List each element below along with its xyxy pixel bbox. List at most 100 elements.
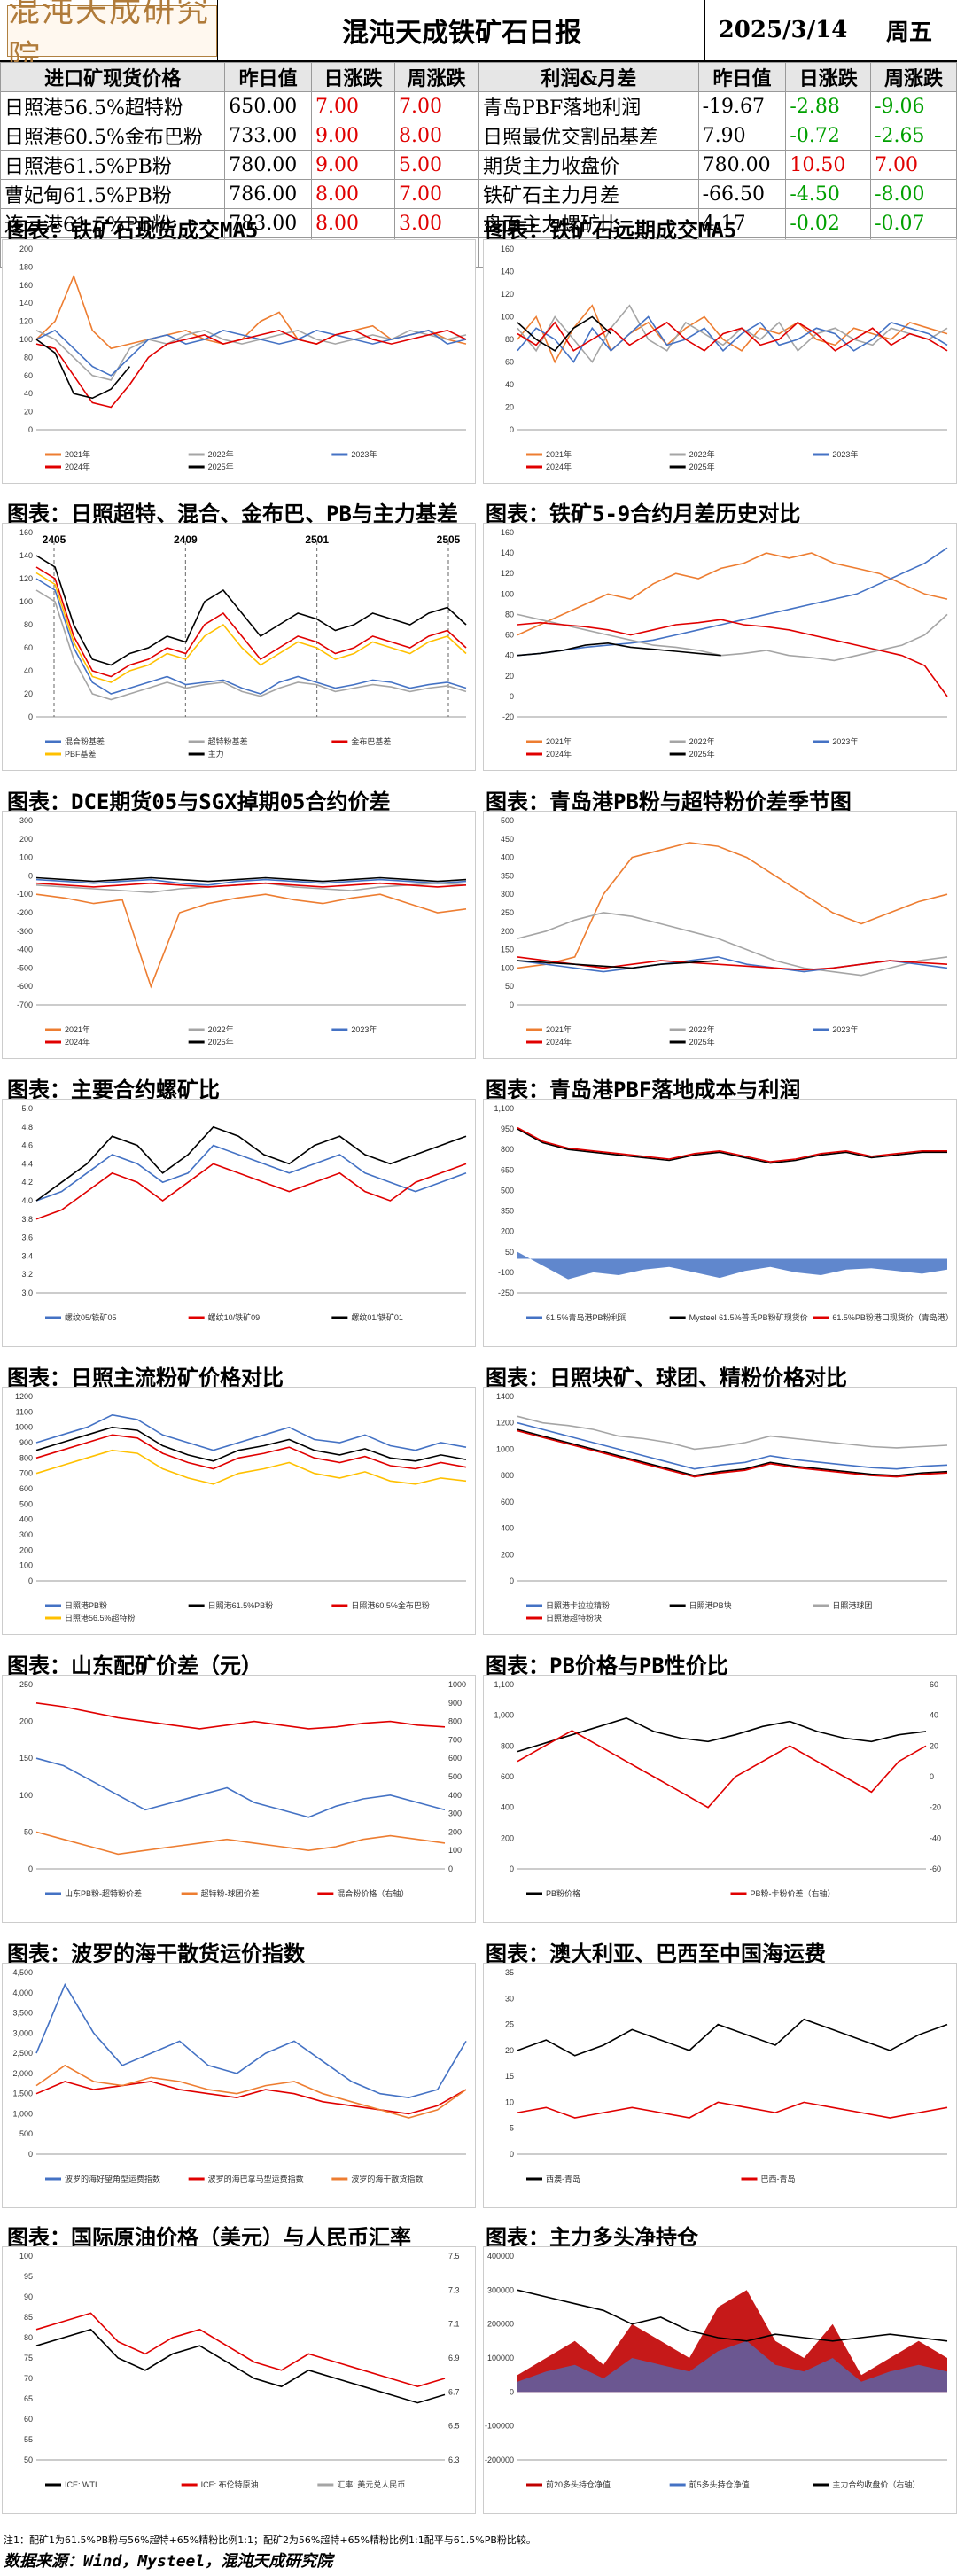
series-line (35, 1982, 467, 2099)
chart-title: 图表：铁矿5-9合约月差历史对比 (486, 502, 801, 526)
legend-label: 混合粉基差 (65, 736, 105, 746)
series-line (517, 1716, 927, 1753)
y-tick-label: 150 (19, 1754, 33, 1763)
y2-tick-label: 7.5 (448, 2252, 460, 2261)
legend-label: 2022年 (689, 736, 715, 746)
row-label: 青岛PBF落地利润 (478, 91, 699, 121)
y-tick-label: -300 (17, 927, 33, 936)
y-tick-label: 400 (19, 1515, 33, 1524)
legend-label: PBF基差 (65, 749, 97, 759)
series-line (517, 960, 719, 969)
y-tick-label: 300 (19, 1530, 33, 1539)
series-line (35, 893, 467, 989)
y-tick-label: 40 (505, 380, 514, 389)
series-line (35, 1702, 446, 1730)
y-tick-label: 65 (24, 2394, 33, 2403)
y-tick-label: 350 (501, 871, 514, 880)
series-line (517, 642, 721, 657)
series-line (517, 1421, 948, 1470)
row-label: 盘面主力螺矿比 (478, 208, 699, 238)
row-label: 日照港56.5%超特粉 (0, 91, 226, 121)
legend-label: 2022年 (208, 1024, 234, 1034)
row-value: -0.07 (870, 208, 957, 238)
table-row: 日照最优交割品基差 7.90 -0.72 -2.65 (478, 121, 957, 151)
y-tick-label: 1,000 (494, 1711, 514, 1720)
logo: 混沌天成研究院 (7, 0, 217, 75)
table-header: 昨日值 (697, 62, 787, 92)
row-value: 7.00 (394, 91, 478, 121)
row-value: 5.00 (394, 150, 478, 180)
legend-label: 螺纹01/铁矿01 (351, 1312, 403, 1322)
legend-label: ICE: 布伦特原油 (201, 2479, 259, 2489)
y-tick-label: 0 (510, 425, 514, 434)
y-tick-label: 800 (19, 1453, 33, 1462)
legend-label: 波罗的海干散货指数 (351, 2174, 423, 2183)
report-weekday: 周五 (860, 0, 957, 60)
y-tick-label: -500 (17, 963, 33, 972)
chart-svg: -20 0 20 40 60 80 100 120 140 160 2021年 2022年 2023年 2… (501, 528, 948, 759)
y2-tick-label: 7.1 (448, 2320, 460, 2329)
row-value: 9.00 (311, 150, 395, 180)
series-line (35, 1163, 467, 1220)
y-tick-label: 2,000 (12, 2069, 33, 2078)
chart-svg: 0 50 100 150 200 250 300 350 400 450 500 2021年 2022年… (501, 816, 948, 1047)
y2-tick-label: 700 (448, 1735, 462, 1744)
chart-panel: 0 50 100 150 200 250 0 100 200 300 400 500 600 700 800… (2, 1675, 476, 1923)
series-line (517, 1251, 947, 1280)
series-line (517, 547, 948, 657)
chart-panel: 0 500 1,000 1,500 2,000 2,500 3,000 3,500 4,000 4… (2, 1963, 476, 2208)
legend-label: PB粉价格 (546, 1888, 580, 1898)
series-line (517, 304, 948, 363)
y-tick-label: -100000 (485, 2422, 514, 2431)
row-value: 780.00 (224, 150, 313, 180)
row-value: 8.00 (311, 208, 395, 238)
legend-label: 2025年 (689, 462, 715, 471)
legend-label: 波罗的海好望角型运费指数 (65, 2174, 160, 2183)
series-line (35, 2081, 467, 2115)
y-tick-label: 50 (24, 1827, 33, 1836)
y-tick-label: 200 (501, 1550, 514, 1559)
y2-tick-label: 40 (930, 1711, 938, 1720)
row-value: 7.00 (870, 150, 957, 180)
y-tick-label: 1400 (496, 1392, 514, 1401)
series-line (35, 1144, 467, 1202)
y2-tick-label: 900 (448, 1699, 462, 1708)
series-line (517, 2289, 948, 2342)
y-tick-label: 950 (501, 1125, 514, 1133)
chart-svg: 0 50 100 150 200 250 0 100 200 300 400 500 600 700 800… (19, 1680, 466, 1898)
y-tick-label: 100 (19, 853, 33, 862)
legend-label: 2023年 (832, 1024, 858, 1034)
y-tick-label: -100 (498, 1268, 514, 1277)
y-tick-label: 80 (24, 2333, 33, 2342)
y2-tick-label: 6.9 (448, 2354, 460, 2362)
legend-label: 巴西-青岛 (761, 2174, 796, 2183)
y-tick-label: 160 (19, 528, 33, 537)
row-value: 7.90 (697, 121, 787, 151)
y-tick-label: 500 (19, 2129, 33, 2138)
table-row: 期货主力收盘价 780.00 10.50 7.00 (478, 150, 957, 180)
table-header: 日涨跌 (311, 62, 395, 92)
y-tick-label: 0 (510, 1576, 514, 1585)
y2-tick-label: 200 (448, 1827, 462, 1836)
y-tick-label: 30 (505, 1994, 514, 2003)
y-tick-label: 20 (24, 689, 33, 698)
legend-label: 日照港超特粉块 (546, 1613, 602, 1623)
y-tick-label: 85 (24, 2313, 33, 2322)
y2-tick-label: 6.5 (448, 2422, 460, 2431)
series-line (35, 1757, 446, 1818)
contract-label: 2405 (43, 533, 66, 546)
y-tick-label: 100 (501, 313, 514, 322)
legend-label: 2025年 (689, 749, 715, 759)
y-tick-label: 0 (28, 1576, 33, 1585)
row-value: 780.00 (697, 150, 787, 180)
y2-tick-label: 800 (448, 1717, 462, 1726)
y-tick-label: 1,500 (12, 2090, 33, 2098)
y-tick-label: 4.0 (21, 1196, 33, 1205)
series-line (35, 2064, 467, 2119)
y-tick-label: 40 (24, 389, 33, 398)
y-tick-label: 200 (501, 1227, 514, 1236)
y-tick-label: 400 (501, 853, 514, 862)
chart-title: 图表：铁矿石远期成交MA5 (486, 218, 737, 243)
row-value: -8.00 (870, 179, 957, 209)
report-title: 混沌天成铁矿石日报 (217, 0, 705, 60)
